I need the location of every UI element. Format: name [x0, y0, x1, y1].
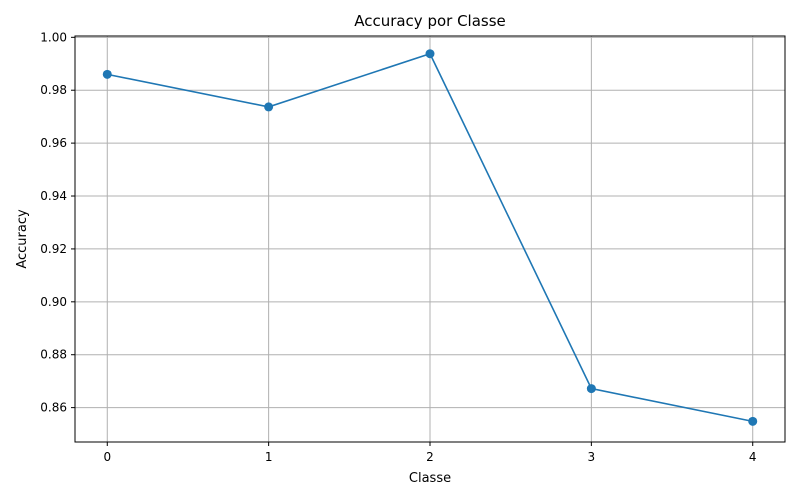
data-point [586, 384, 596, 394]
y-tick-label: 0.98 [40, 83, 67, 97]
x-tick-label: 2 [426, 450, 434, 464]
chart-title: Accuracy por Classe [354, 12, 506, 30]
x-tick-label: 0 [103, 450, 111, 464]
y-axis-label: Accuracy [15, 209, 30, 269]
y-tick-label: 0.94 [40, 189, 67, 203]
y-tick-label: 0.86 [40, 401, 67, 415]
y-tick-label: 0.96 [40, 136, 67, 150]
data-point [102, 69, 112, 79]
series [102, 49, 758, 426]
y-tick-label: 0.90 [40, 295, 67, 309]
x-tick-label: 4 [749, 450, 757, 464]
data-point [425, 49, 435, 59]
x-tick-label: 1 [265, 450, 273, 464]
y-tick-label: 1.00 [40, 30, 67, 44]
x-axis-label: Classe [409, 471, 451, 486]
axis-ticks: 0 1 2 3 4 0.86 0.88 0.90 0.92 0.94 0.96 0.98 1.00 [40, 30, 756, 464]
grid [75, 36, 785, 442]
x-tick-label: 3 [588, 450, 596, 464]
y-tick-label: 0.88 [40, 348, 67, 362]
y-tick-label: 0.92 [40, 242, 67, 256]
data-point [264, 102, 274, 112]
data-point [748, 416, 758, 426]
